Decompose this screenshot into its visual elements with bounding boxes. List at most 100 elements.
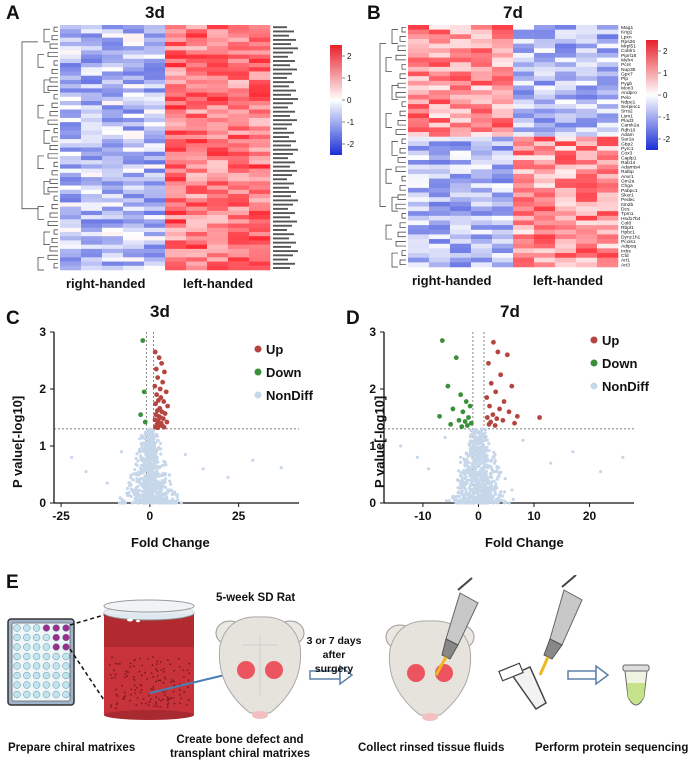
heatmap-cell bbox=[102, 227, 124, 233]
heatmap-cell bbox=[123, 177, 145, 182]
nondiff-point bbox=[521, 438, 525, 442]
volcano-c-xlabel: Fold Change bbox=[131, 535, 210, 550]
heatmap-cell bbox=[249, 177, 271, 182]
heatmap-cell bbox=[165, 88, 187, 93]
nondiff-point bbox=[426, 467, 431, 471]
heatmap-cell bbox=[597, 52, 619, 58]
heatmap-cell bbox=[60, 227, 82, 233]
plate-well bbox=[42, 671, 51, 680]
heatmap-row-label: Pedec bbox=[621, 197, 635, 203]
heatmap-cell bbox=[186, 147, 208, 153]
heatmap-cell bbox=[102, 50, 124, 55]
heatmap-cell bbox=[408, 127, 430, 133]
up-point bbox=[155, 375, 161, 380]
heatmap-cell bbox=[207, 240, 229, 245]
heatmap-cell bbox=[102, 219, 124, 224]
heatmap-cell bbox=[450, 243, 472, 249]
nondiff-point bbox=[143, 433, 147, 437]
heatmap-cell bbox=[249, 248, 271, 254]
heatmap-cell bbox=[597, 150, 619, 156]
heatmap-cell bbox=[102, 109, 124, 115]
heatmap-cell bbox=[60, 117, 82, 123]
heatmap-cell bbox=[597, 201, 619, 207]
nondiff-point bbox=[163, 471, 167, 476]
heatmap-cell bbox=[249, 261, 271, 267]
heatmap-b-group-left: left-handed bbox=[533, 273, 604, 288]
heatmap-row-label: Cfd bbox=[621, 253, 629, 259]
up-point bbox=[487, 403, 492, 409]
heatmap-cell bbox=[165, 37, 187, 43]
matrix-particle bbox=[141, 664, 144, 667]
heatmap-cell bbox=[228, 189, 250, 195]
heatmap-cell bbox=[450, 66, 472, 72]
panel-c-letter: C bbox=[6, 308, 20, 329]
heatmap-cell bbox=[249, 75, 271, 81]
heatmap-cell bbox=[81, 231, 103, 237]
heatmap-cell bbox=[144, 261, 166, 267]
heatmap-row-label: Camk2a bbox=[621, 123, 639, 129]
row-label-mark bbox=[273, 216, 290, 219]
heatmap-cell bbox=[429, 248, 451, 254]
nondiff-point bbox=[162, 497, 167, 501]
nondiff-point bbox=[485, 438, 489, 442]
heatmap-cell bbox=[408, 197, 430, 203]
heatmap-cell bbox=[186, 29, 208, 34]
plate-well bbox=[42, 633, 51, 642]
down-point bbox=[448, 421, 454, 427]
heatmap-cell bbox=[81, 253, 103, 258]
heatmap-cell bbox=[228, 105, 250, 110]
nondiff-point bbox=[145, 486, 149, 490]
heatmap-cell bbox=[102, 164, 124, 169]
heatmap-row-label: Pyrc1 bbox=[621, 146, 634, 152]
nondiff-point bbox=[493, 459, 497, 463]
heatmap-cell bbox=[471, 183, 493, 189]
nondiff-point bbox=[471, 447, 475, 451]
heatmap-cell bbox=[513, 234, 535, 240]
heatmap-cell bbox=[408, 159, 430, 165]
heatmap-cell bbox=[165, 113, 187, 119]
heatmap-cell bbox=[429, 80, 451, 86]
heatmap-cell bbox=[492, 57, 514, 63]
nondiff-point bbox=[154, 450, 159, 454]
heatmap-cell bbox=[102, 206, 124, 212]
nondiff-point bbox=[464, 492, 468, 496]
matrix-particle bbox=[110, 706, 113, 709]
nondiff-point bbox=[147, 497, 151, 501]
nondiff-point bbox=[145, 497, 149, 501]
heatmap-cell bbox=[513, 85, 535, 91]
heatmap-cell bbox=[408, 38, 430, 44]
heatmap-cell bbox=[81, 54, 103, 60]
heatmap-cell bbox=[513, 169, 535, 175]
heatmap-cell bbox=[102, 101, 124, 106]
matrix-particle bbox=[140, 702, 143, 705]
heatmap-cell bbox=[597, 206, 619, 212]
nondiff-point bbox=[117, 501, 122, 505]
nondiff-point bbox=[150, 485, 154, 490]
heatmap-cell bbox=[576, 43, 598, 49]
heatmap-cell bbox=[81, 130, 103, 136]
heatmap-cell bbox=[186, 160, 208, 165]
heatmap-cell bbox=[534, 132, 556, 137]
heatmap-cell bbox=[534, 48, 556, 54]
heatmap-cell bbox=[492, 183, 514, 189]
heatmap-cell bbox=[249, 215, 271, 220]
heatmap-cell bbox=[576, 206, 598, 212]
heatmap-cell bbox=[576, 85, 598, 91]
heatmap-cell bbox=[450, 108, 472, 114]
plate-well bbox=[52, 652, 60, 661]
heatmap-cell bbox=[408, 201, 430, 207]
heatmap-cell bbox=[81, 122, 103, 127]
heatmap-cell bbox=[492, 197, 514, 203]
heatmap-cell bbox=[228, 177, 250, 182]
heatmap-cell bbox=[492, 127, 514, 133]
heatmap-cell bbox=[228, 160, 250, 165]
heatmap-cell bbox=[249, 84, 271, 89]
plate-well bbox=[32, 671, 41, 680]
nondiff-point bbox=[129, 473, 133, 477]
heatmap-cell bbox=[123, 244, 145, 250]
up-point bbox=[490, 412, 496, 418]
heatmap-cell bbox=[513, 178, 535, 184]
heatmap-cell bbox=[450, 132, 472, 137]
heatmap-cell bbox=[186, 193, 208, 199]
heatmap-cell bbox=[492, 136, 514, 142]
